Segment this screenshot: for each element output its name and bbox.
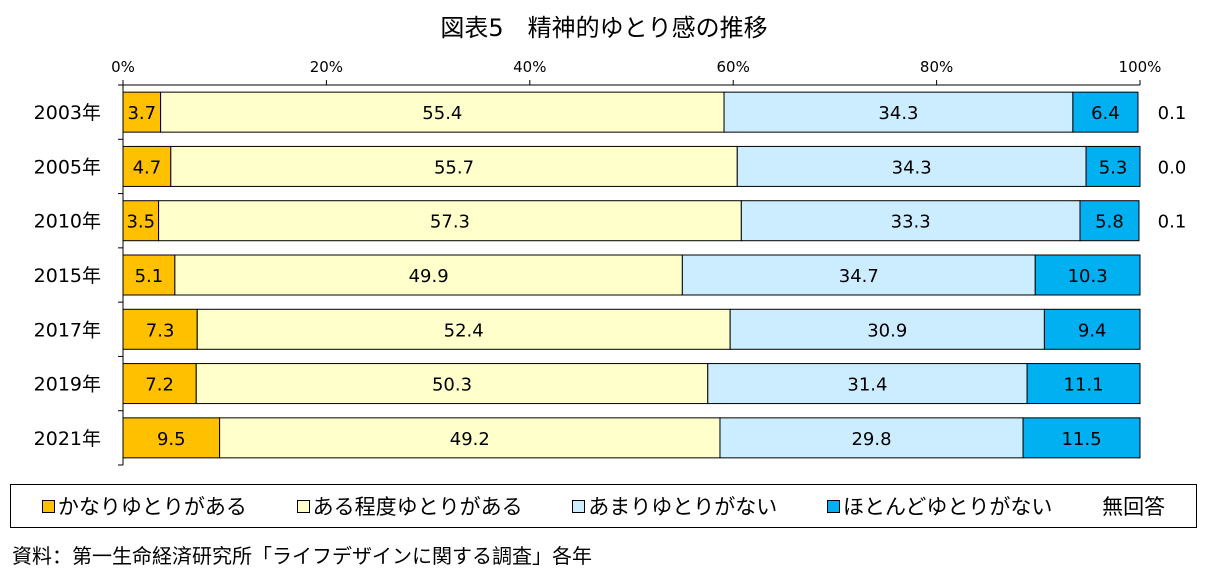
category-label: 2010年 bbox=[34, 211, 101, 233]
bar-segment-3 bbox=[681, 254, 1036, 296]
stacked-bar-chart: 0% 20% 40% 60% 80% 100% 2003年 3.7 55.4 34.3 6.4 0.1… bbox=[34, 58, 1187, 466]
bar-segment-4 bbox=[1043, 308, 1141, 350]
legend-label: ほとんどゆとりがない bbox=[843, 495, 1053, 519]
bar-segment-3 bbox=[723, 91, 1074, 133]
category-label: 2015年 bbox=[34, 265, 101, 287]
bar-value-label: 49.9 bbox=[409, 266, 449, 287]
legend-item: あまりゆとりがない bbox=[572, 491, 777, 521]
bar-value-label: 33.3 bbox=[891, 212, 931, 233]
bar-value-label: 6.4 bbox=[1091, 103, 1120, 124]
legend-swatch bbox=[827, 499, 841, 513]
bar-value-label: 5.3 bbox=[1099, 157, 1128, 178]
bar-segment-4 bbox=[1085, 145, 1141, 187]
bar-segment-4 bbox=[1072, 91, 1139, 133]
category-label: 2005年 bbox=[34, 156, 101, 178]
bar-value-label: 11.1 bbox=[1064, 375, 1104, 396]
bar-value-label: 5.1 bbox=[135, 266, 164, 287]
bar-value-label: 7.3 bbox=[146, 320, 175, 341]
legend-label: あまりゆとりがない bbox=[588, 495, 778, 519]
bar-value-label: 31.4 bbox=[847, 375, 887, 396]
bar-segment-1 bbox=[122, 91, 162, 133]
bar-value-label: 9.4 bbox=[1078, 320, 1107, 341]
chart-title: 図表5 精神的ゆとり感の推移 bbox=[440, 14, 768, 42]
legend: かなりゆとりがある ある程度ゆとりがある あまりゆとりがない ほとんどゆとりがない 無回… bbox=[10, 484, 1197, 528]
bar-value-label: 5.8 bbox=[1095, 212, 1124, 233]
bar-value-label: 3.5 bbox=[126, 212, 155, 233]
legend-label: 無回答 bbox=[1102, 495, 1166, 519]
legend-item: 無回答 bbox=[1102, 491, 1165, 521]
source-note: 資料：第一生命経済研究所「ライフデザインに関する調査」各年 bbox=[12, 544, 592, 568]
bar-value-label: 55.4 bbox=[422, 103, 462, 124]
bar-segment-3 bbox=[740, 200, 1081, 242]
bar-segment-3 bbox=[719, 417, 1024, 459]
legend-item: かなりゆとりがある bbox=[41, 491, 247, 521]
legend-label: ある程度ゆとりがある bbox=[312, 495, 523, 519]
legend-item: ある程度ゆとりがある bbox=[296, 491, 523, 521]
legend-label: かなりゆとりがある bbox=[57, 495, 247, 519]
bar-value-label: 29.8 bbox=[851, 429, 891, 450]
no-answer-label: 0.1 bbox=[1158, 103, 1187, 124]
category-label: 2021年 bbox=[34, 428, 101, 450]
bar-segment-3 bbox=[736, 145, 1087, 187]
bar-segment-2 bbox=[170, 145, 738, 187]
bar-segment-3 bbox=[707, 363, 1028, 405]
category-label: 2003年 bbox=[34, 102, 101, 124]
bar-value-label: 11.5 bbox=[1061, 429, 1101, 450]
bar-value-label: 57.3 bbox=[430, 212, 470, 233]
bar-value-label: 34.7 bbox=[839, 266, 879, 287]
bar-segment-2 bbox=[174, 254, 683, 296]
bar-value-label: 7.2 bbox=[145, 375, 174, 396]
x-tick-label: 80% bbox=[920, 58, 953, 76]
bar-value-label: 34.3 bbox=[878, 103, 918, 124]
bar-segment-4 bbox=[1026, 363, 1141, 405]
x-tick-label: 0% bbox=[111, 58, 135, 76]
legend-item: ほとんどゆとりがない bbox=[827, 491, 1052, 521]
bar-segment-2 bbox=[160, 91, 725, 133]
category-label: 2017年 bbox=[34, 319, 101, 341]
no-answer-label: 0.1 bbox=[1158, 212, 1187, 233]
bar-value-label: 55.7 bbox=[434, 157, 474, 178]
bar-value-label: 50.3 bbox=[432, 375, 472, 396]
bar-segment-1 bbox=[122, 417, 221, 459]
bar-value-label: 9.5 bbox=[157, 429, 186, 450]
legend-swatch bbox=[296, 499, 310, 513]
bar-segment-2 bbox=[196, 308, 731, 350]
bar-value-label: 34.3 bbox=[892, 157, 932, 178]
bar-value-label: 3.7 bbox=[127, 103, 156, 124]
x-tick-label: 40% bbox=[513, 58, 546, 76]
bar-segment-1 bbox=[122, 363, 197, 405]
x-tick-label: 100% bbox=[1119, 58, 1162, 76]
bar-segment-2 bbox=[158, 200, 742, 242]
bar-value-label: 10.3 bbox=[1068, 266, 1108, 287]
bar-value-label: 30.9 bbox=[867, 320, 907, 341]
bar-segment-1 bbox=[122, 200, 160, 242]
x-tick-label: 20% bbox=[310, 58, 343, 76]
bar-segment-4 bbox=[1034, 254, 1141, 296]
legend-swatch bbox=[41, 499, 55, 513]
category-label: 2019年 bbox=[34, 374, 101, 396]
bar-segment-4 bbox=[1079, 200, 1140, 242]
bar-segment-4 bbox=[1022, 417, 1141, 459]
bar-segment-2 bbox=[219, 417, 721, 459]
x-tick-label: 60% bbox=[717, 58, 750, 76]
legend-swatch bbox=[572, 499, 586, 513]
bar-value-label: 52.4 bbox=[444, 320, 484, 341]
bar-segment-1 bbox=[122, 145, 172, 187]
bar-value-label: 4.7 bbox=[133, 157, 162, 178]
no-answer-label: 0.0 bbox=[1158, 157, 1187, 178]
bar-value-label: 49.2 bbox=[450, 429, 490, 450]
